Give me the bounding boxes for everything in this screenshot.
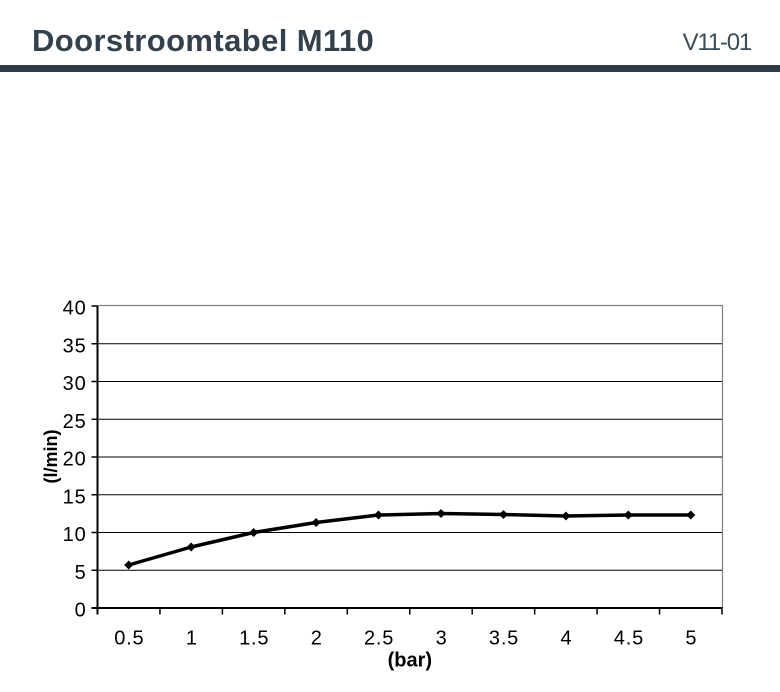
svg-text:30: 30 (63, 373, 87, 395)
svg-text:15: 15 (63, 486, 87, 508)
svg-text:3.5: 3.5 (489, 628, 519, 650)
svg-text:1.5: 1.5 (239, 628, 269, 650)
svg-text:5: 5 (685, 628, 697, 650)
svg-text:(l/min): (l/min) (41, 430, 61, 484)
svg-text:4: 4 (561, 628, 573, 650)
svg-text:0.5: 0.5 (114, 628, 144, 650)
svg-text:20: 20 (63, 449, 87, 471)
svg-text:3: 3 (436, 628, 448, 650)
svg-text:0: 0 (75, 600, 87, 622)
svg-text:2: 2 (311, 628, 323, 650)
svg-text:4.5: 4.5 (614, 628, 644, 650)
svg-text:1: 1 (186, 628, 198, 650)
svg-text:2.5: 2.5 (364, 628, 394, 650)
svg-text:5: 5 (75, 562, 87, 584)
svg-text:25: 25 (63, 411, 87, 433)
svg-text:40: 40 (63, 298, 87, 320)
svg-text:10: 10 (63, 524, 87, 546)
svg-text:(bar): (bar) (388, 650, 432, 672)
svg-text:35: 35 (63, 335, 87, 357)
